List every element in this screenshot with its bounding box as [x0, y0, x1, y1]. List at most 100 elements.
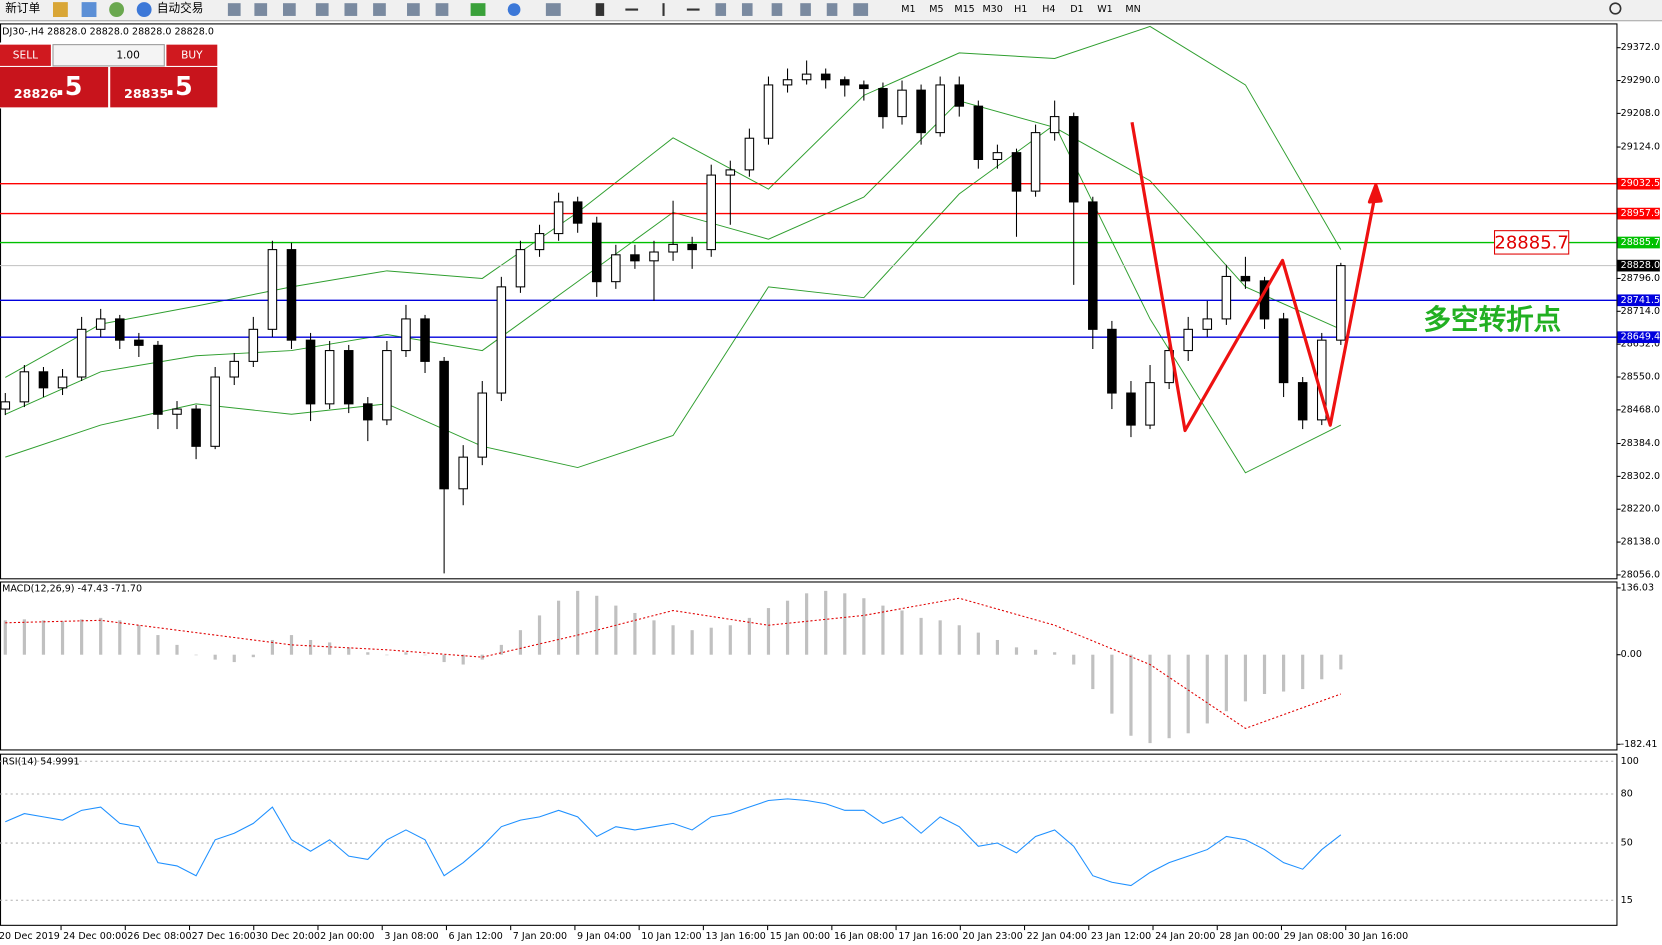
macd-bar [614, 605, 618, 655]
macd-bar [251, 654, 255, 658]
icon[interactable] [81, 2, 97, 18]
macd-pane: 136.03 0.00 -182.41 [3, 582, 1657, 750]
x-tick-label: 6 Jan 12:00 [449, 931, 503, 942]
bid-fraction[interactable]: .5 [55, 72, 82, 102]
macd-bar [690, 630, 694, 655]
new-order-button[interactable]: 新订单 [5, 1, 40, 15]
search-icon[interactable] [1609, 2, 1622, 15]
icon[interactable] [625, 8, 639, 11]
y-tick-label: 28632.0 [1621, 339, 1660, 350]
icon[interactable] [771, 3, 783, 16]
time-axis: 20 Dec 2019 24 Dec 00:00 26 Dec 08:00 27 De… [0, 925, 1408, 942]
icon[interactable] [435, 3, 449, 16]
icon[interactable] [853, 3, 869, 16]
icon[interactable] [109, 2, 125, 18]
icon[interactable] [254, 3, 268, 16]
icon[interactable] [470, 3, 486, 16]
timeframe-button[interactable]: M15 [954, 4, 974, 15]
candle-body [1183, 328, 1193, 352]
timeframe-button[interactable]: M5 [929, 4, 943, 15]
macd-bar [557, 600, 561, 655]
macd-bar [747, 617, 751, 655]
macd-bar [976, 632, 980, 655]
icon[interactable] [344, 3, 358, 16]
icon[interactable] [595, 3, 605, 16]
candle-body [363, 403, 373, 421]
candle-body [1221, 275, 1232, 320]
timeframe-button[interactable]: MN [1125, 4, 1140, 15]
macd-signal [5, 597, 1342, 729]
icon[interactable] [545, 3, 561, 16]
icon[interactable] [715, 3, 727, 16]
main-pane: 29372.0 29290.0 29208.0 29124.0 28796.0 28714… [0, 25, 1660, 580]
macd-bar [480, 654, 484, 660]
one-click-trading: SELL 1.00 BUY 28826 .5 28835 .5 [0, 42, 218, 109]
macd-bar [1320, 654, 1324, 680]
icon[interactable] [686, 8, 700, 11]
icon[interactable] [741, 3, 753, 16]
candle-body [458, 456, 468, 490]
ask-fraction[interactable]: .5 [165, 72, 192, 102]
y-tick-label: 28220.0 [1621, 504, 1660, 515]
candle-body [782, 79, 793, 86]
auto-trading-icon[interactable] [136, 2, 152, 18]
rsi-label: RSI(14) 54.9991 [2, 757, 80, 768]
candle-body [1126, 392, 1136, 426]
icon[interactable] [283, 3, 296, 16]
macd-bar [423, 654, 427, 656]
y-tick-label: 29208.0 [1621, 108, 1660, 119]
timeframe-button[interactable]: M1 [901, 4, 915, 15]
macd-bar [652, 620, 656, 655]
candle-body [954, 84, 965, 107]
icon[interactable] [52, 2, 68, 18]
auto-trading-button[interactable]: 自动交易 [157, 1, 204, 15]
x-tick-label: 17 Jan 16:00 [898, 931, 958, 942]
lot-value[interactable]: 1.00 [116, 48, 140, 61]
timeframe-button[interactable]: H4 [1042, 4, 1055, 15]
level-price-label: 28741.5 [1621, 295, 1660, 306]
candle-body [706, 174, 716, 251]
candle-body [19, 371, 30, 403]
buy-button[interactable] [166, 44, 218, 66]
macd-bar [633, 612, 637, 655]
timeframe-button[interactable]: H1 [1014, 4, 1027, 15]
candle-body [725, 169, 736, 176]
candle-body [286, 249, 297, 341]
icon[interactable] [407, 3, 420, 16]
bid-price[interactable]: 28826 [14, 87, 58, 102]
y-tick-label: 0.00 [1621, 649, 1642, 660]
candle-body [1278, 318, 1289, 384]
sell-label[interactable]: SELL [13, 48, 38, 61]
candle-body [744, 137, 755, 171]
candle-body [935, 84, 945, 134]
candle-body [801, 73, 812, 81]
macd-bar [824, 590, 828, 655]
buy-label[interactable]: BUY [181, 48, 203, 61]
timeframe-button[interactable]: W1 [1097, 4, 1112, 15]
icon[interactable] [662, 3, 665, 16]
timeframe-button[interactable]: M30 [982, 4, 1002, 15]
candle-body [57, 376, 68, 389]
macd-bar [881, 605, 885, 655]
sell-button[interactable] [0, 44, 51, 66]
ask-price[interactable]: 28835 [124, 87, 168, 102]
timeframe-button[interactable]: D1 [1070, 4, 1083, 15]
icon[interactable] [227, 3, 241, 16]
icon[interactable] [373, 3, 386, 16]
icon[interactable] [800, 3, 811, 16]
macd-bar [1129, 654, 1133, 736]
icon[interactable] [315, 3, 329, 16]
icon[interactable] [507, 3, 521, 16]
lot-input[interactable] [52, 44, 165, 67]
level-price-box [1617, 207, 1660, 220]
ask-button[interactable] [110, 66, 218, 108]
macd-bar [595, 595, 599, 655]
level-price-label: 28649.4 [1621, 332, 1660, 343]
icon[interactable] [826, 3, 838, 16]
macd-bar [900, 610, 904, 655]
macd-bar [938, 620, 942, 655]
bid-button[interactable] [0, 66, 109, 108]
macd-bar [957, 625, 961, 655]
